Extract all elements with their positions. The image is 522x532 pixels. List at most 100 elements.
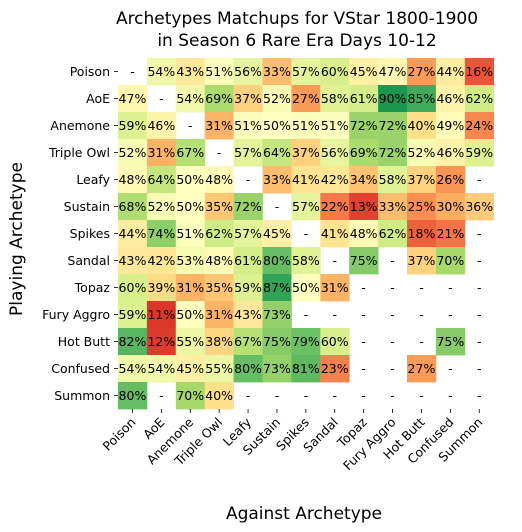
cell-value-label: - — [477, 361, 482, 376]
cell-value-label: 31% — [176, 280, 204, 295]
cell-value-label: 50% — [176, 199, 204, 214]
cell-value-label: 51% — [321, 118, 349, 133]
heatmap-cell — [435, 139, 466, 167]
heatmap-cell — [320, 193, 350, 221]
heatmap-cell — [146, 112, 177, 140]
cell-value-label: 33% — [379, 199, 407, 214]
cell-value-label: 46% — [436, 145, 464, 160]
cell-value-label: 54% — [147, 361, 175, 376]
cell-value-label: - — [304, 226, 309, 241]
heatmap-cell — [146, 58, 177, 86]
cell-value-label: 57% — [292, 64, 320, 79]
y-tick-label: Sandal — [67, 253, 110, 268]
x-axis-label: Against Archetype — [226, 504, 382, 524]
cell-value-label: - — [130, 64, 135, 79]
cell-value-label: - — [246, 388, 251, 403]
y-tick-label: Fury Aggro — [42, 307, 110, 322]
cell-value-label: 50% — [176, 307, 204, 322]
cell-value-label: 53% — [176, 253, 204, 268]
heatmap-cell — [349, 112, 379, 140]
cell-value-label: 31% — [321, 280, 349, 295]
heatmap-cell — [175, 220, 206, 248]
y-axis-label: Playing Archetype — [7, 162, 27, 316]
cell-value-label: 43% — [234, 307, 262, 322]
heatmap-cell — [233, 85, 263, 113]
cell-value-label: 35% — [205, 280, 233, 295]
heatmap-cell — [320, 328, 350, 356]
heatmap-cell — [175, 58, 206, 86]
cell-value-label: - — [477, 280, 482, 295]
heatmap-cell — [291, 193, 321, 221]
cell-value-label: - — [246, 172, 251, 187]
cell-value-label: 21% — [436, 226, 464, 241]
heatmap-cell — [349, 220, 379, 248]
heatmap-cell-labels: -54% 43% 51% 56% 33% 57% 60% 45% 47% 27% 44% 16%47%… — [119, 64, 494, 403]
cell-value-label: - — [304, 388, 309, 403]
cell-value-label: 85% — [408, 91, 436, 106]
heatmap-cell — [464, 193, 495, 221]
cell-value-label: 62% — [205, 226, 233, 241]
cell-value-label: - — [275, 388, 280, 403]
heatmap-cell — [320, 85, 350, 113]
cell-value-label: 31% — [205, 307, 233, 322]
heatmap-cell — [204, 193, 234, 221]
heatmap-cell — [291, 85, 321, 113]
y-tick-label: Sustain — [64, 199, 110, 214]
heatmap-cell — [435, 85, 466, 113]
y-tick-label: Topaz — [74, 280, 111, 295]
cell-value-label: 73% — [263, 307, 291, 322]
cell-value-label: 37% — [234, 91, 262, 106]
cell-value-label: 62% — [379, 226, 407, 241]
heatmap-cell — [118, 274, 148, 302]
cell-value-label: 48% — [205, 172, 233, 187]
cell-value-label: 67% — [176, 145, 204, 160]
heatmap-cell — [262, 139, 292, 167]
heatmap-cell — [464, 85, 495, 113]
cell-value-label: - — [448, 307, 453, 322]
y-tick-label: Hot Butt — [58, 334, 110, 349]
cell-value-label: 44% — [436, 64, 464, 79]
heatmap-cell — [204, 166, 234, 194]
heatmap-cell — [320, 274, 350, 302]
cell-value-label: - — [419, 388, 424, 403]
heatmap-cell — [378, 220, 408, 248]
heatmap-cell — [407, 58, 437, 86]
heatmap-cell — [175, 355, 206, 383]
heatmap-cell — [435, 193, 466, 221]
cell-value-label: 37% — [408, 172, 436, 187]
cell-value-label: 36% — [465, 199, 493, 214]
heatmap-cell — [204, 274, 234, 302]
heatmap-cell — [435, 328, 466, 356]
cell-value-label: - — [390, 361, 395, 376]
cell-value-label: 81% — [292, 361, 320, 376]
cell-value-label: 51% — [176, 226, 204, 241]
heatmap-cell — [118, 355, 148, 383]
heatmap-cell — [146, 328, 177, 356]
heatmap-cell — [204, 247, 234, 275]
heatmap-cell — [262, 355, 292, 383]
heatmap-cell — [320, 166, 350, 194]
cell-value-label: 90% — [379, 91, 407, 106]
heatmap-cell — [118, 193, 148, 221]
y-tick-label: Leafy — [76, 172, 110, 187]
heatmap-cell — [204, 328, 234, 356]
heatmap-cell — [146, 355, 177, 383]
heatmap-cell — [320, 112, 350, 140]
cell-value-label: 59% — [465, 145, 493, 160]
heatmap-cell — [407, 355, 437, 383]
heatmap-cell — [118, 220, 148, 248]
cell-value-label: 39% — [147, 280, 175, 295]
heatmap-cell — [204, 301, 234, 329]
heatmap-cell — [378, 112, 408, 140]
heatmap-cell — [407, 112, 437, 140]
heatmap-cell — [204, 58, 234, 86]
cell-value-label: 25% — [408, 199, 436, 214]
heatmap-cell — [146, 274, 177, 302]
heatmap-cell — [146, 139, 177, 167]
cell-value-label: - — [159, 91, 164, 106]
cell-value-label: 31% — [205, 118, 233, 133]
cell-value-label: 43% — [119, 253, 147, 268]
cell-value-label: 60% — [321, 334, 349, 349]
heatmap-cell — [146, 166, 177, 194]
heatmap-cell — [291, 328, 321, 356]
